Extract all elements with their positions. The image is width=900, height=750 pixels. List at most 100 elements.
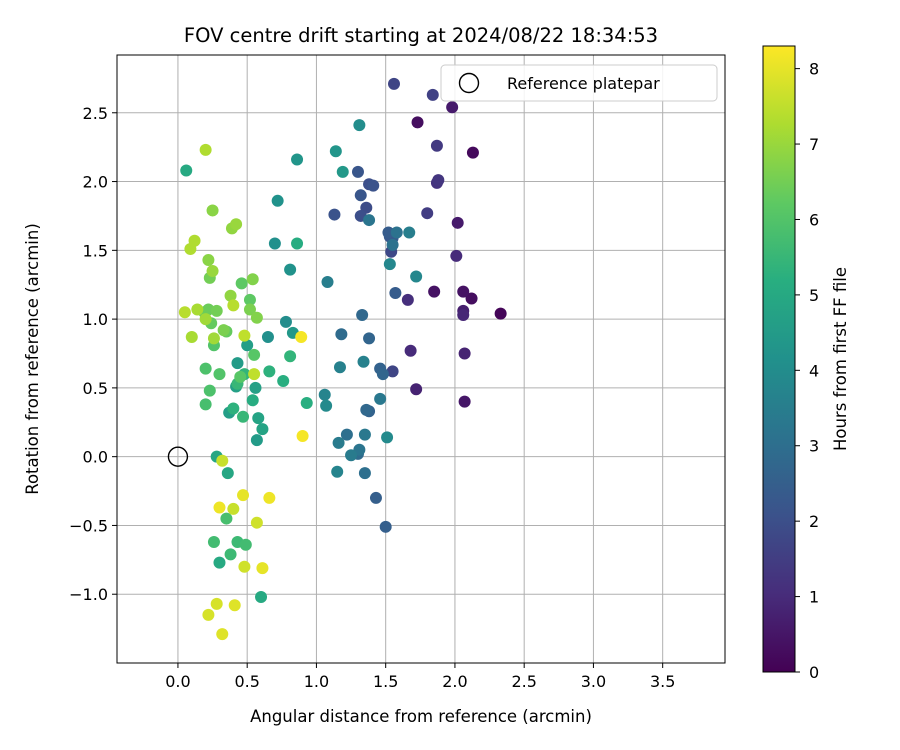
x-tick-label: 3.5 <box>650 672 675 691</box>
y-tick-label: 0.0 <box>83 448 108 467</box>
scatter-point <box>358 467 371 480</box>
scatter-point <box>335 328 348 341</box>
colorbar-tick-label: 7 <box>809 135 819 154</box>
scatter-point <box>188 234 201 247</box>
colorbar-ticks: 0 1 2 3 4 5 6 7 8 <box>795 60 819 682</box>
scatter-point <box>210 304 223 317</box>
scatter-point <box>432 174 445 187</box>
scatter-point <box>221 467 234 480</box>
colorbar-gradient <box>762 45 796 673</box>
scatter-point <box>336 165 349 178</box>
scatter-point <box>465 292 478 305</box>
scatter-point <box>271 194 284 207</box>
scatter-point <box>284 350 297 363</box>
y-tick-label: 1.5 <box>83 241 108 260</box>
scatter-point <box>356 308 369 321</box>
scatter-point <box>227 402 240 415</box>
scatter-point <box>237 410 250 423</box>
scatter-point <box>430 139 443 152</box>
scatter-point <box>261 330 274 343</box>
scatter-point <box>331 465 344 478</box>
scatter-point <box>403 226 416 239</box>
scatter-point <box>300 397 313 410</box>
scatter-point <box>263 365 276 378</box>
scatter-point <box>284 263 297 276</box>
legend-entry: Reference platepar <box>507 74 660 93</box>
scatter-point <box>252 412 265 425</box>
scatter-point <box>320 399 333 412</box>
x-tick-label: 0.5 <box>234 672 259 691</box>
x-tick-label: 2.5 <box>511 672 536 691</box>
scatter-point <box>354 189 367 202</box>
scatter-point <box>390 226 403 239</box>
scatter-point <box>207 535 220 548</box>
scatter-point <box>210 597 223 610</box>
scatter-point <box>243 293 256 306</box>
x-axis-label: Angular distance from reference (arcmin) <box>250 707 592 726</box>
scatter-point <box>230 218 243 231</box>
scatter-point <box>238 329 251 342</box>
scatter-point <box>199 313 212 326</box>
scatter-point <box>446 101 459 114</box>
scatter-point <box>367 179 380 192</box>
scatter-point <box>387 77 400 90</box>
scatter-point <box>224 289 237 302</box>
scatter-points <box>178 77 507 641</box>
y-tick-label: 0.5 <box>83 379 108 398</box>
scatter-point <box>268 237 281 250</box>
scatter-point <box>411 116 424 129</box>
colorbar-label: Hours from first FF file <box>831 267 850 451</box>
scatter-point <box>382 226 395 239</box>
scatter-point <box>386 365 399 378</box>
scatter-point <box>450 249 463 262</box>
scatter-point <box>360 403 373 416</box>
scatter-point <box>227 502 240 515</box>
scatter-point <box>202 253 215 266</box>
scatter-point <box>246 394 259 407</box>
x-tick-label: 0.0 <box>165 672 190 691</box>
scatter-point <box>457 285 470 298</box>
colorbar-tick-label: 6 <box>809 210 819 229</box>
scatter-point <box>340 428 353 441</box>
scatter-point <box>410 383 423 396</box>
scatter-point <box>191 303 204 316</box>
scatter-point <box>256 423 269 436</box>
scatter-point <box>363 332 376 345</box>
scatter-point <box>383 258 396 271</box>
chart-title: FOV centre drift starting at 2024/08/22 … <box>184 24 658 47</box>
scatter-point <box>235 277 248 290</box>
y-tick-label: 2.0 <box>83 173 108 192</box>
scatter-point <box>263 491 276 504</box>
scatter-point <box>250 311 263 324</box>
scatter-point <box>238 560 251 573</box>
scatter-point <box>295 330 308 343</box>
scatter-point <box>220 512 233 525</box>
scatter-point <box>291 237 304 250</box>
colorbar-tick-label: 8 <box>809 60 819 79</box>
scatter-point <box>180 164 193 177</box>
scatter-point <box>239 538 252 551</box>
scatter-point <box>199 398 212 411</box>
scatter-point <box>428 285 441 298</box>
colorbar-tick-label: 5 <box>809 286 819 305</box>
y-tick-label: −0.5 <box>69 516 108 535</box>
scatter-point <box>386 238 399 251</box>
scatter-point <box>369 491 382 504</box>
scatter-point <box>353 119 366 132</box>
colorbar-tick-label: 3 <box>809 437 819 456</box>
x-tick-label: 2.0 <box>442 672 467 691</box>
y-axis-label: Rotation from reference (arcmin) <box>23 223 42 495</box>
scatter-point <box>329 145 342 158</box>
scatter-point <box>213 556 226 569</box>
scatter-point <box>421 207 434 220</box>
scatter-point <box>381 431 394 444</box>
scatter-point <box>213 501 226 514</box>
y-axis-ticks: −1.0 −0.5 0.0 0.5 1.0 1.5 2.0 2.5 <box>69 104 117 604</box>
scatter-point <box>410 270 423 283</box>
scatter-point <box>228 599 241 612</box>
scatter-point <box>216 454 229 467</box>
scatter-point <box>249 381 262 394</box>
scatter-point <box>256 562 269 575</box>
scatter-point <box>199 143 212 156</box>
scatter-point <box>216 628 229 641</box>
